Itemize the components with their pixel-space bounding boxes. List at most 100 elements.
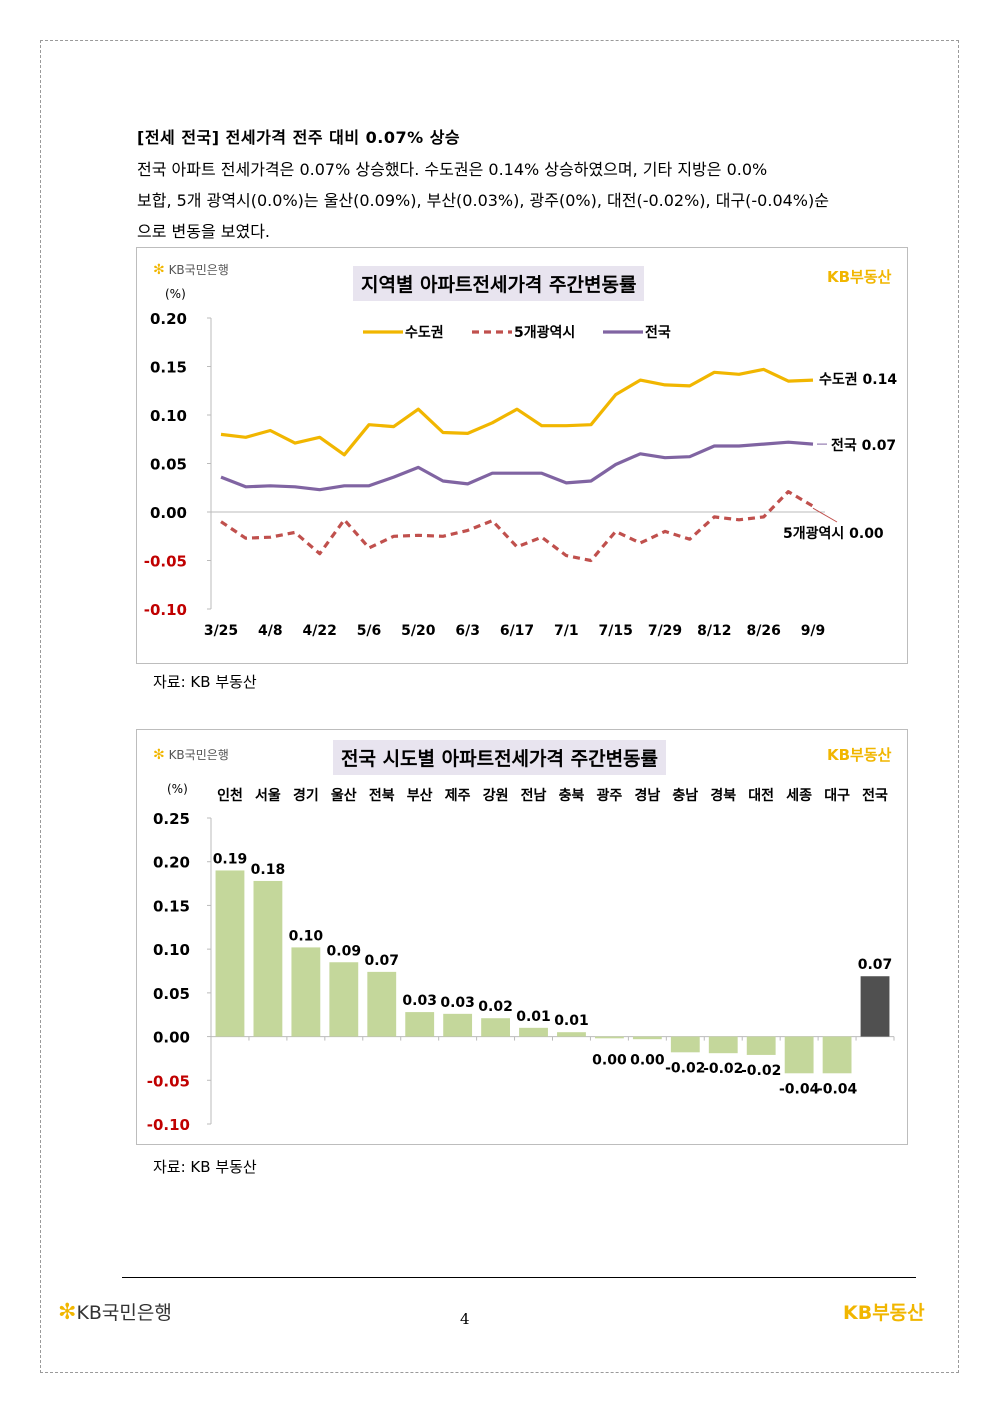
y-tick-label: 0.15 [153,897,190,915]
end-label-national: 전국 0.07 [831,437,896,454]
value-label: -0.02 [741,1063,781,1079]
y-tick-label: 0.00 [150,504,187,522]
category-label: 충남 [672,787,698,804]
bar-15 [784,1036,814,1074]
bar-0 [215,870,245,1037]
end-connector-metro [812,507,838,523]
bar-3 [329,962,359,1037]
bar-4 [367,971,397,1037]
value-label: 0.01 [554,1013,589,1029]
y-tick-label: 0.20 [153,854,190,872]
value-label: -0.02 [665,1060,705,1076]
kb-bank-logo: ✻ KB국민은행 [153,262,229,278]
y-tick-label: -0.10 [144,601,187,619]
bar-14 [746,1036,776,1055]
end-label-capital: 수도권 0.14 [819,372,897,388]
value-label: -0.02 [703,1061,743,1077]
bar-16 [822,1036,852,1074]
bar-11 [632,1036,662,1040]
y-tick-label: 0.20 [150,310,187,328]
category-label: 충북 [559,788,585,804]
paragraph-line-3: 으로 변동을 보였다. [137,222,271,241]
category-label: 제주 [445,788,471,804]
value-label: 0.07 [364,953,399,969]
legend-label-0: 수도권 [405,325,444,341]
x-tick-label: 7/15 [598,623,632,639]
bar-8 [519,1027,548,1037]
x-tick-label: 5/20 [401,623,436,639]
y-unit-label: (%) [165,287,186,301]
y-unit-label: (%) [167,782,188,796]
value-label: 0.09 [327,943,362,959]
category-label: 서울 [255,787,281,804]
bar-chart: (%) 0.25 0.20 0.15 0.10 0.05 0.00 -0.05 -0.10 인천 0… [147,782,895,1134]
source-label-2: 자료: KB 부동산 [153,1158,257,1176]
footer-bank-logo: ✻KB국민은행 [58,1300,172,1325]
bar-chart-title: 전국 시도별 아파트전세가격 주간변동률 [333,740,667,775]
x-tick-label: 8/12 [697,623,731,639]
value-label: 0.00 [630,1053,665,1069]
category-label: 대전 [748,787,774,804]
bar-chart-panel: ✻ KB국민은행 전국 시도별 아파트전세가격 주간변동률 KB부동산 (%) 0… [136,729,908,1145]
page-number: 4 [460,1310,470,1328]
y-tick-label: 0.25 [153,810,190,828]
category-label: 대구 [824,788,850,804]
legend-label-2: 전국 [645,324,671,341]
value-label: 0.03 [440,995,475,1011]
kb-star-icon-2: ✻ [153,747,165,763]
x-tick-label: 5/6 [357,623,382,639]
paragraph-line-1: 전국 아파트 전세가격은 0.07% 상승했다. 수도권은 0.14% 상승하였… [137,160,768,179]
line-chart-title: 지역별 아파트전세가격 주간변동률 [353,266,645,301]
bar-2 [291,947,321,1037]
value-label: 0.18 [251,862,286,878]
value-label: -0.04 [779,1081,820,1097]
end-label-metro: 5개광역시 0.00 [783,525,884,542]
y-tick-label: -0.10 [147,1116,190,1134]
kb-realestate-logo-2: KB부동산 [827,746,892,764]
category-label: 인천 [217,787,243,804]
footer-realestate-logo: KB부동산 [843,1302,925,1324]
kb-star-icon: ✻ [153,262,165,278]
category-label: 경기 [293,787,319,804]
line-chart: (%) 0.20 0.15 0.10 0.05 0.00 -0.05 -0.10 3/25 4/8… [144,287,898,639]
category-label: 세종 [786,788,812,804]
bar-17 [860,976,890,1037]
y-tick-label: -0.05 [147,1072,190,1090]
category-label: 울산 [331,787,357,804]
page-border [40,40,959,1373]
value-label: 0.02 [478,999,513,1015]
source-label-1: 자료: KB 부동산 [153,673,257,691]
value-label: 0.01 [516,1009,551,1025]
category-label: 경북 [710,787,736,804]
x-tick-label: 4/22 [302,623,336,639]
x-tick-label: 7/1 [554,623,579,639]
section-heading: [전세 전국] 전세가격 전주 대비 0.07% 상승 [137,128,461,147]
y-tick-label: 0.15 [150,359,187,377]
value-label: 0.10 [289,928,324,944]
x-tick-label: 7/29 [648,623,682,639]
x-tick-label: 6/17 [500,623,534,639]
summary-paragraph: 전국 아파트 전세가격은 0.07% 상승했다. 수도권은 0.14% 상승하였… [137,154,927,247]
category-label: 전국 [862,787,888,804]
y-tick-label: -0.05 [144,553,187,571]
value-label: 0.07 [858,957,893,973]
category-label: 전북 [369,787,395,804]
category-label: 부산 [407,787,433,804]
bar-13 [708,1036,738,1054]
series-line-1 [220,490,814,563]
x-tick-label: 9/9 [801,623,826,639]
y-tick-label: 0.10 [153,941,190,959]
category-label: 전남 [521,787,547,804]
x-tick-label: 3/25 [204,623,238,639]
bar-5 [405,1012,435,1037]
value-label: -0.04 [817,1081,858,1097]
category-label: 광주 [597,787,623,804]
y-tick-label: 0.05 [153,985,190,1003]
y-tick-label: 0.10 [150,407,187,425]
footer-star-icon: ✻ [58,1300,77,1325]
value-label: 0.03 [402,993,437,1009]
bar-1 [253,880,283,1037]
y-tick-label: 0.05 [150,456,187,474]
x-tick-label: 6/3 [455,623,480,639]
kb-realestate-logo: KB부동산 [827,268,892,286]
